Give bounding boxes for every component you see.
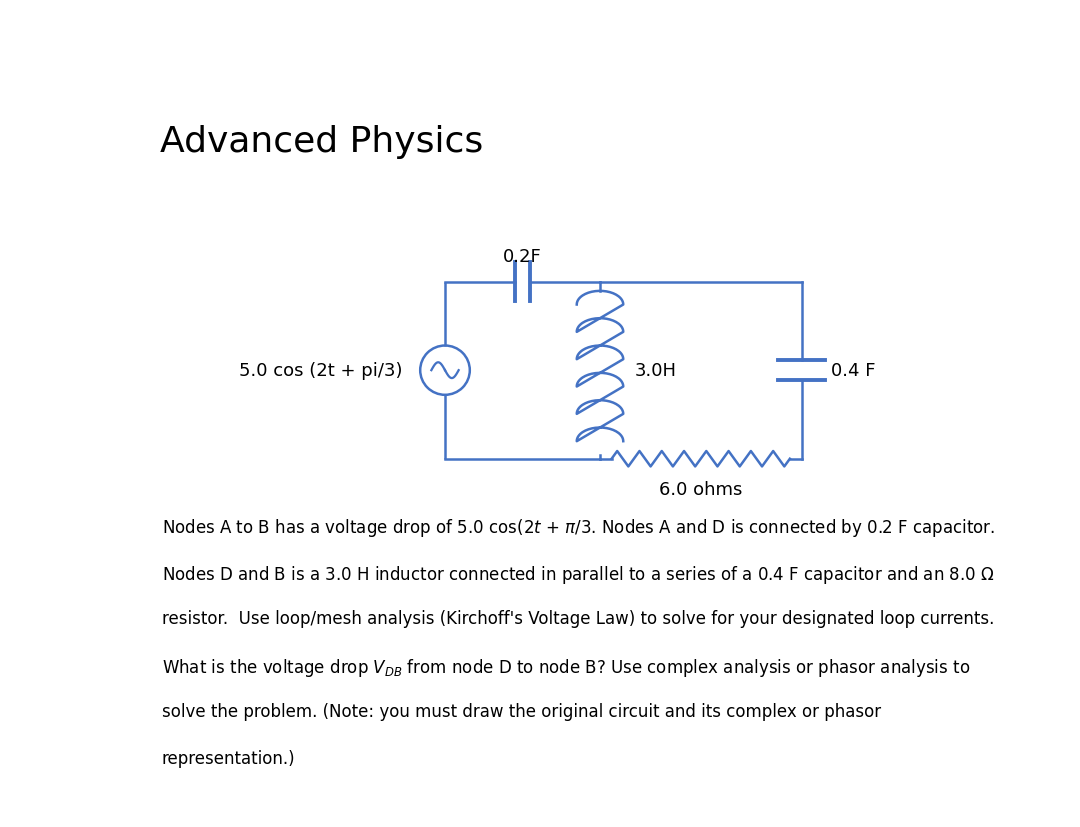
Text: 0.4 F: 0.4 F bbox=[831, 361, 876, 380]
Text: solve the problem. (Note: you must draw the original circuit and its complex or : solve the problem. (Note: you must draw … bbox=[162, 702, 881, 720]
Text: resistor.  Use loop/mesh analysis (Kirchoff's Voltage Law) to solve for your des: resistor. Use loop/mesh analysis (Kircho… bbox=[162, 609, 995, 628]
Text: What is the voltage drop $V_{DB}$ from node D to node B? Use complex analysis or: What is the voltage drop $V_{DB}$ from n… bbox=[162, 656, 970, 678]
Text: Nodes A to B has a voltage drop of 5.0 cos(2$t$ + $\pi$/3. Nodes A and D is conn: Nodes A to B has a voltage drop of 5.0 c… bbox=[162, 516, 995, 538]
Text: representation.): representation.) bbox=[162, 748, 296, 767]
Text: 5.0 cos (2t + pi/3): 5.0 cos (2t + pi/3) bbox=[239, 361, 403, 380]
Text: 3.0H: 3.0H bbox=[635, 361, 677, 380]
Text: Nodes D and B is a 3.0 H inductor connected in parallel to a series of a 0.4 F c: Nodes D and B is a 3.0 H inductor connec… bbox=[162, 563, 995, 585]
Text: Advanced Physics: Advanced Physics bbox=[160, 125, 483, 159]
Text: 0.2F: 0.2F bbox=[503, 247, 542, 265]
Text: 6.0 ohms: 6.0 ohms bbox=[659, 480, 742, 499]
